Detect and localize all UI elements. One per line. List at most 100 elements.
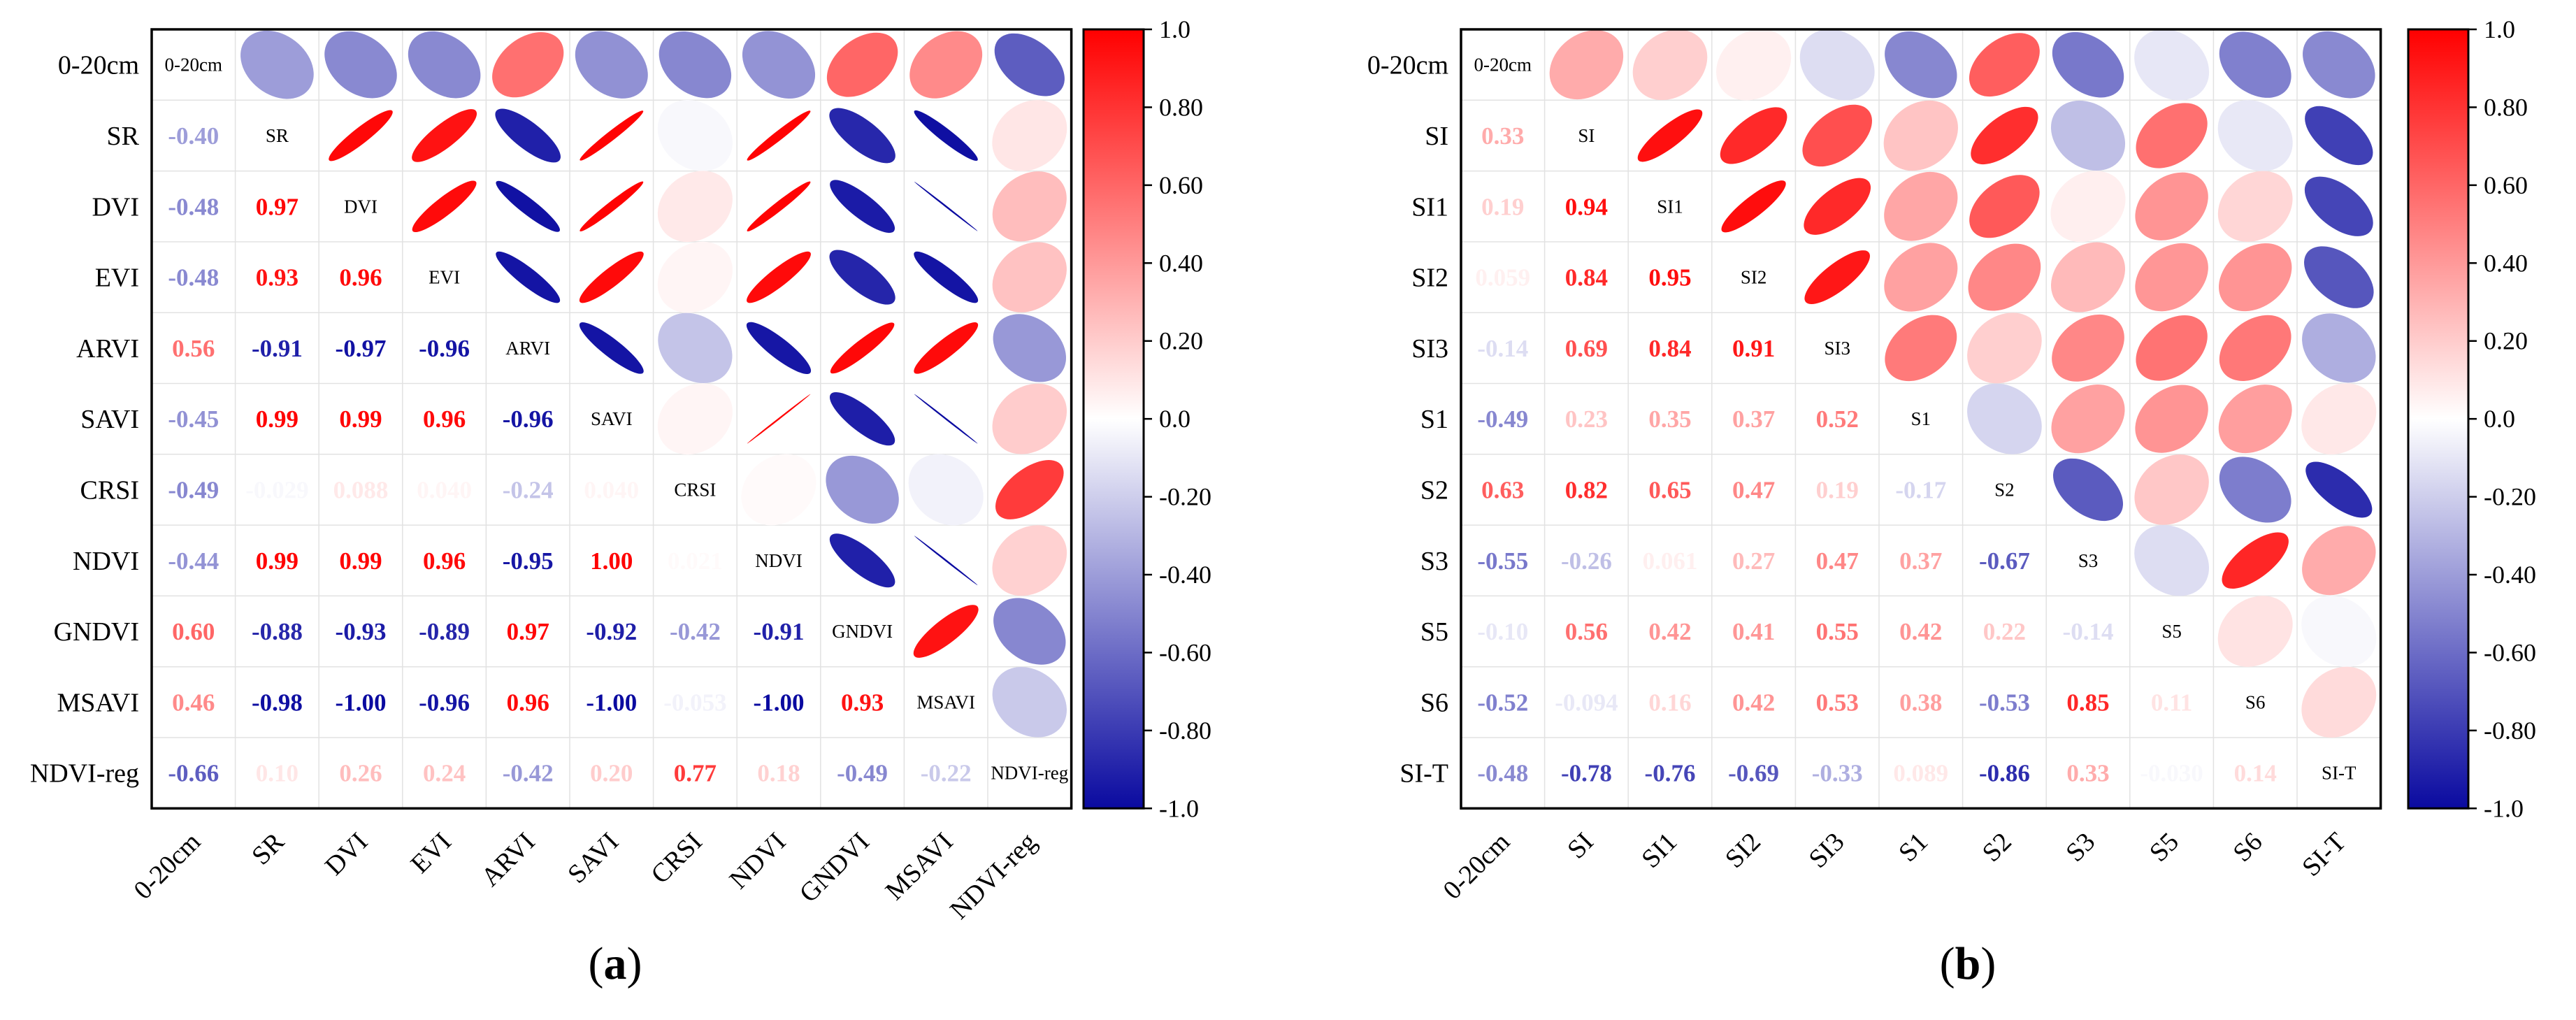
correlation-value: 0.82 bbox=[1565, 476, 1608, 503]
correlation-ellipse bbox=[2134, 454, 2209, 525]
correlation-value: 0.84 bbox=[1648, 335, 1691, 362]
panel-caption-letter: a bbox=[604, 938, 627, 989]
correlation-ellipse bbox=[909, 31, 983, 99]
correlation-ellipse bbox=[914, 181, 978, 231]
column-label: S3 bbox=[2060, 827, 2101, 868]
correlation-value: -0.66 bbox=[168, 760, 219, 787]
correlation-ellipse bbox=[1969, 33, 2040, 97]
colorbar-tick-label: -0.20 bbox=[2484, 483, 2536, 511]
correlation-ellipse bbox=[2050, 171, 2126, 243]
column-label: SI1 bbox=[1636, 827, 1683, 874]
colorbar-tick-label: -0.40 bbox=[2484, 561, 2536, 589]
colorbar bbox=[1082, 28, 1145, 810]
correlation-ellipse bbox=[1637, 109, 1703, 162]
diagonal-label: GNDVI bbox=[832, 621, 893, 642]
correlation-ellipse bbox=[2217, 596, 2293, 667]
correlation-ellipse bbox=[2301, 383, 2377, 455]
correlation-ellipse bbox=[2052, 314, 2124, 382]
correlation-value: 0.91 bbox=[1732, 335, 1775, 362]
correlation-value: 0.37 bbox=[1732, 405, 1775, 433]
correlation-ellipse bbox=[659, 31, 732, 99]
column-label: EVI bbox=[405, 827, 456, 879]
correlation-value: -0.88 bbox=[252, 618, 303, 645]
column-label: S1 bbox=[1893, 827, 1934, 868]
correlation-ellipse bbox=[2219, 315, 2291, 381]
column-label: S2 bbox=[1977, 827, 2017, 868]
diagonal-label: NDVI bbox=[755, 550, 803, 571]
correlation-value: -0.48 bbox=[168, 193, 219, 220]
correlation-value: -0.42 bbox=[503, 760, 554, 787]
correlation-ellipse bbox=[830, 180, 895, 234]
colorbar-tick-label: 1.0 bbox=[1159, 15, 1190, 43]
correlation-value: 0.46 bbox=[172, 689, 215, 716]
correlation-ellipse bbox=[914, 251, 979, 303]
correlation-ellipse bbox=[2134, 29, 2210, 101]
correlation-ellipse bbox=[412, 180, 477, 233]
correlation-ellipse bbox=[657, 383, 733, 455]
correlation-value: 0.19 bbox=[1481, 193, 1524, 220]
correlation-ellipse bbox=[829, 108, 895, 164]
correlation-value: 0.47 bbox=[1816, 547, 1859, 575]
correlation-ellipse bbox=[830, 322, 895, 374]
correlation-value: 0.97 bbox=[256, 193, 298, 220]
correlation-value: 0.33 bbox=[2066, 760, 2109, 787]
correlation-value: 0.69 bbox=[1565, 335, 1608, 362]
correlation-value: 0.93 bbox=[841, 689, 884, 716]
correlation-value: -0.094 bbox=[1555, 689, 1618, 716]
correlation-ellipse bbox=[2052, 31, 2124, 98]
correlation-value: -0.78 bbox=[1561, 760, 1612, 787]
colorbar-tick-label: 0.40 bbox=[1159, 249, 1203, 277]
colorbar-tick-label: 0.20 bbox=[1159, 327, 1203, 355]
column-label: DVI bbox=[319, 827, 373, 881]
colorbar-tick-label: -1.0 bbox=[1159, 794, 1199, 822]
correlation-value: -0.49 bbox=[837, 760, 888, 787]
correlation-ellipse bbox=[1721, 180, 1786, 233]
correlation-value: -0.96 bbox=[503, 405, 554, 433]
correlation-ellipse bbox=[658, 313, 733, 384]
correlation-value: 0.53 bbox=[1816, 689, 1859, 716]
correlation-value: 0.96 bbox=[423, 547, 466, 575]
colorbar-tick-label: -0.60 bbox=[2484, 638, 2536, 666]
diagonal-label: 0-20cm bbox=[1474, 55, 1532, 76]
column-label: S6 bbox=[2227, 827, 2268, 868]
row-label: SI bbox=[1425, 122, 1448, 151]
column-label: SI3 bbox=[1804, 827, 1850, 874]
correlation-value: 0.26 bbox=[339, 760, 382, 787]
correlation-ellipse bbox=[826, 455, 899, 524]
correlation-value: 0.37 bbox=[1899, 547, 1942, 575]
correlation-value: -0.24 bbox=[503, 476, 554, 503]
row-label: S3 bbox=[1420, 547, 1448, 576]
correlation-ellipse bbox=[2134, 525, 2210, 596]
correlation-value: 0.42 bbox=[1899, 618, 1942, 645]
correlation-value: -0.029 bbox=[245, 476, 308, 503]
correlation-ellipse bbox=[1885, 31, 1957, 99]
row-label: DVI bbox=[92, 192, 139, 222]
row-label: SI-T bbox=[1399, 759, 1448, 789]
colorbar-tick-label: 0.60 bbox=[2484, 171, 2528, 199]
diagonal-label: SR bbox=[266, 125, 289, 146]
correlation-ellipse bbox=[993, 314, 1066, 382]
correlation-ellipse bbox=[2222, 532, 2289, 589]
column-label: NDVI-reg bbox=[944, 827, 1042, 925]
correlation-ellipse bbox=[579, 322, 644, 374]
correlation-value: 0.84 bbox=[1565, 264, 1608, 292]
colorbar-tick-label: -0.20 bbox=[1159, 483, 1211, 511]
correlation-value: -0.26 bbox=[1561, 547, 1612, 575]
correlation-ellipse bbox=[2219, 243, 2292, 312]
correlation-ellipse bbox=[412, 109, 477, 162]
row-label: SI2 bbox=[1411, 264, 1448, 293]
diagonal-label: S5 bbox=[2161, 621, 2182, 642]
correlation-ellipse bbox=[1716, 29, 1792, 101]
column-label: SR bbox=[246, 827, 290, 871]
correlation-value: 0.60 bbox=[172, 618, 215, 645]
correlation-value: -0.67 bbox=[1979, 547, 2030, 575]
colorbar-tick-label: 0.0 bbox=[1159, 405, 1190, 433]
correlation-value: 0.22 bbox=[1983, 618, 2026, 645]
correlation-value: -0.14 bbox=[2063, 618, 2114, 645]
column-label: CRSI bbox=[645, 827, 707, 889]
correlation-value: 0.96 bbox=[423, 405, 466, 433]
correlation-ellipse bbox=[496, 251, 561, 303]
correlation-ellipse bbox=[1884, 171, 1958, 241]
colorbar-tick-label: -0.80 bbox=[1159, 717, 1211, 745]
correlation-ellipse bbox=[657, 171, 733, 243]
